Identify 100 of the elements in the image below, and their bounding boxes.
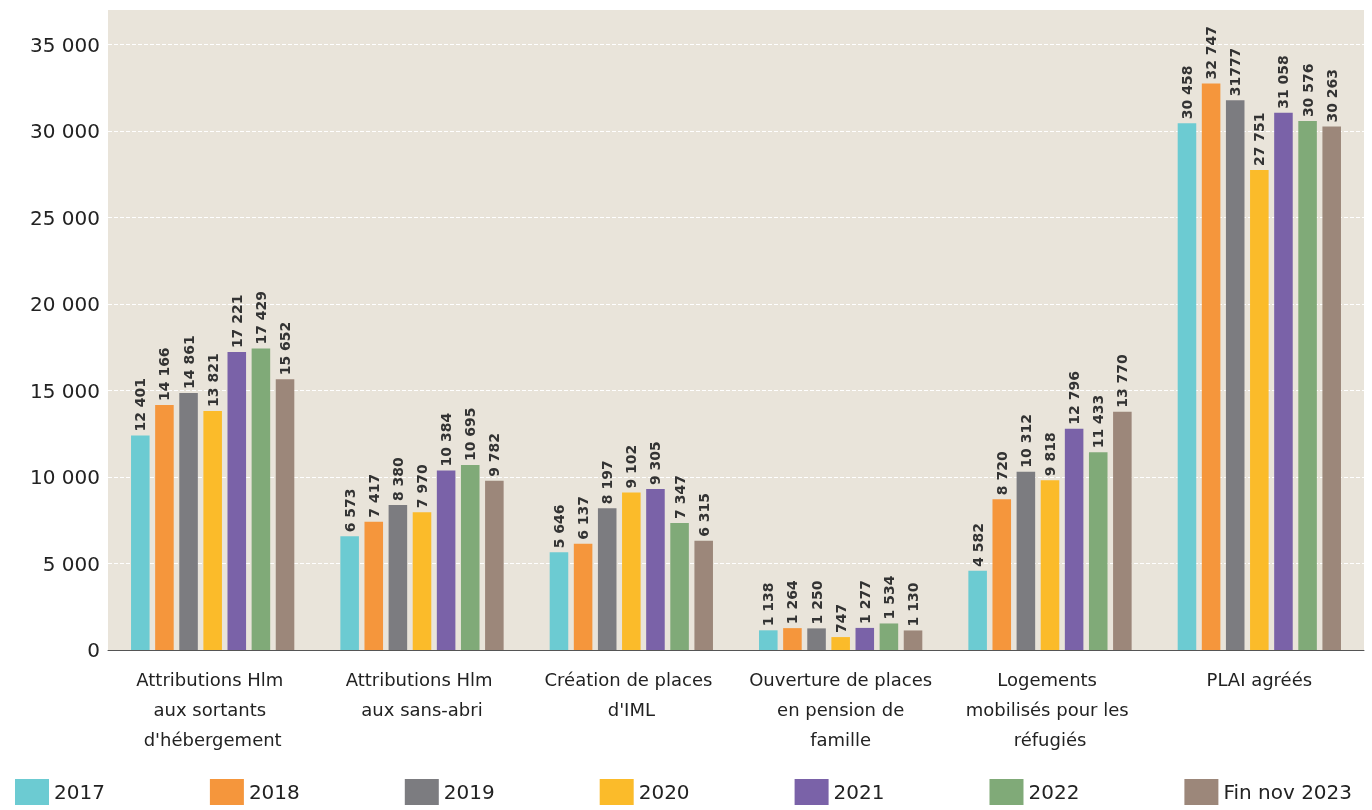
bar xyxy=(275,379,295,650)
bar xyxy=(364,521,384,650)
bar xyxy=(227,352,247,650)
data-label: 9 305 xyxy=(647,441,664,486)
y-tick-label: 30 000 xyxy=(30,119,100,144)
bar xyxy=(968,570,987,650)
data-label: 9 782 xyxy=(486,432,503,477)
y-tick-label: 20 000 xyxy=(30,292,100,317)
bar xyxy=(436,470,456,650)
bar xyxy=(622,492,641,650)
bar xyxy=(903,630,923,650)
data-label: 1 277 xyxy=(856,580,873,624)
bar xyxy=(1298,121,1317,650)
data-label: 7 970 xyxy=(414,464,430,509)
data-label: 5 646 xyxy=(550,504,567,549)
data-label: 14 166 xyxy=(156,347,173,401)
bar xyxy=(1225,100,1245,650)
x-tick-label: PLAI agréés xyxy=(1206,668,1313,690)
bar xyxy=(1113,411,1132,650)
data-label: 8 197 xyxy=(599,460,616,505)
y-tick-label: 15 000 xyxy=(30,378,100,403)
data-label: 10 312 xyxy=(1017,414,1034,468)
data-label: 1 264 xyxy=(784,580,801,625)
bar xyxy=(1177,123,1197,650)
bar xyxy=(1274,112,1293,650)
data-label: 6 137 xyxy=(575,496,592,540)
bar xyxy=(807,628,826,650)
data-label: 1 534 xyxy=(880,575,897,620)
data-label: 27 751 xyxy=(1251,112,1268,166)
data-label: 7 347 xyxy=(671,475,688,519)
data-label: 9 102 xyxy=(623,444,640,489)
bar xyxy=(646,489,665,650)
bar xyxy=(759,630,778,650)
data-label: 12 796 xyxy=(1066,371,1083,425)
bar xyxy=(670,522,689,650)
bar xyxy=(573,543,593,650)
bar xyxy=(1201,83,1221,650)
data-label: 9 818 xyxy=(1042,432,1058,477)
bar xyxy=(388,505,408,650)
bar xyxy=(412,512,432,650)
y-tick-label: 5 000 xyxy=(42,551,100,576)
bar xyxy=(340,536,359,650)
x-tick-label: Attributions Hlm aux sans-abri xyxy=(345,668,499,720)
data-label: 10 384 xyxy=(438,412,455,467)
bar xyxy=(992,499,1012,650)
data-label: 30 576 xyxy=(1299,63,1316,118)
data-label: 1 138 xyxy=(760,582,777,627)
data-label: 30 263 xyxy=(1323,68,1340,123)
bar xyxy=(855,627,875,650)
x-tick-label: Ouverture de places en pension de famille xyxy=(749,668,933,750)
data-label: 8 380 xyxy=(389,456,406,502)
legend-label: 2019 xyxy=(443,780,495,804)
bar xyxy=(460,465,480,650)
bar xyxy=(1040,480,1060,650)
bar xyxy=(879,623,899,650)
data-label: 32 747 xyxy=(1203,25,1220,80)
data-label: 13 821 xyxy=(204,353,221,407)
bar xyxy=(1322,126,1341,650)
bar xyxy=(1088,452,1108,650)
bar xyxy=(549,552,569,650)
data-label: 10 695 xyxy=(462,407,479,462)
x-tick-label: Logements mobilisés pour les réfugiés xyxy=(965,668,1135,750)
bar xyxy=(179,392,198,650)
legend-label: Fin nov 2023 xyxy=(1223,780,1353,804)
bar xyxy=(831,637,850,650)
data-label: 30 458 xyxy=(1178,65,1195,120)
data-label: 13 770 xyxy=(1114,353,1131,408)
legend-label: 2021 xyxy=(833,780,885,804)
y-tick-label: 25 000 xyxy=(30,205,100,230)
data-label: 4 582 xyxy=(969,522,986,567)
bar xyxy=(1250,169,1269,650)
bar xyxy=(203,410,222,650)
x-tick-label: Création de places d'IML xyxy=(544,668,719,720)
data-label: 7 417 xyxy=(365,473,382,518)
data-label: 1 130 xyxy=(905,582,922,627)
data-label: 31777 xyxy=(1227,47,1244,97)
legend-label: 2018 xyxy=(248,780,300,804)
legend-label: 2020 xyxy=(638,780,690,804)
y-tick-label: 35 000 xyxy=(30,32,100,57)
bar xyxy=(1016,471,1036,650)
bar xyxy=(251,348,271,650)
data-label: 8 720 xyxy=(993,451,1010,496)
data-label: 31 058 xyxy=(1275,55,1292,109)
data-label: 11 433 xyxy=(1090,394,1107,449)
data-label: 1 250 xyxy=(808,580,825,625)
data-label: 17 221 xyxy=(228,294,245,349)
data-label: 14 861 xyxy=(180,335,197,389)
data-label: 15 652 xyxy=(277,321,294,376)
y-tick-label: 10 000 xyxy=(30,465,100,490)
data-label: 6 315 xyxy=(695,492,712,537)
y-tick-label: 0 xyxy=(87,638,100,662)
data-label: 6 573 xyxy=(341,488,358,533)
x-tick-label: Attributions Hlm aux sortants d'hébergement xyxy=(136,668,290,750)
legend-label: 2017 xyxy=(54,780,105,804)
bar xyxy=(1064,428,1084,650)
bar xyxy=(783,628,802,650)
bar xyxy=(155,404,174,650)
bar xyxy=(694,540,713,650)
data-label: 12 401 xyxy=(132,377,149,432)
bar xyxy=(485,480,504,650)
